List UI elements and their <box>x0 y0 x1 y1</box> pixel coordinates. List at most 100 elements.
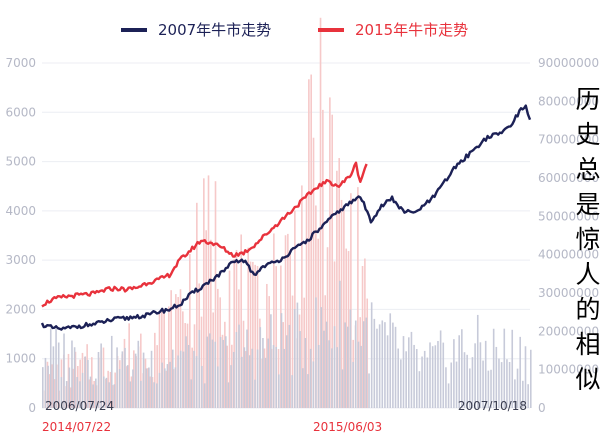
volume-bar-2007 <box>455 361 458 408</box>
volume-bar-2007 <box>166 364 169 408</box>
volume-bar-2007 <box>193 350 195 408</box>
y-right-tick-label: 60000000 <box>538 171 599 185</box>
volume-bar-2007 <box>508 362 511 408</box>
volume-bar-2007 <box>60 377 63 408</box>
volume-bar-2007 <box>259 327 262 408</box>
legend: 2007年牛市走势 2015年牛市走势 <box>121 21 468 39</box>
volume-bar-2007 <box>76 377 79 408</box>
volume-bar-2007 <box>439 330 442 408</box>
volume-bar-2007 <box>47 365 49 408</box>
volume-bar-2007 <box>92 384 94 408</box>
volume-bar-2007 <box>132 369 134 408</box>
volume-bar-2015 <box>140 333 142 408</box>
volume-bar-2015 <box>177 297 179 408</box>
volume-bar-2007 <box>256 349 259 408</box>
volume-bar-2015 <box>179 289 182 408</box>
volume-bar-2007 <box>52 346 55 408</box>
volume-bar-2007 <box>201 365 203 408</box>
volume-bar-2007 <box>270 314 272 408</box>
volume-bar-2007 <box>121 351 124 408</box>
volume-bar-2015 <box>200 316 203 408</box>
volume-bar-2015 <box>165 370 168 408</box>
volume-bar-2007 <box>381 320 384 408</box>
volume-bar-2015 <box>317 238 320 408</box>
volume-bar-2007 <box>482 360 484 408</box>
volume-bar-2007 <box>495 346 498 408</box>
x-label-2015-end: 2015/06/03 <box>313 420 382 434</box>
volume-bar-2007 <box>410 331 413 408</box>
volume-bar-2007 <box>447 383 450 408</box>
y-left-tick-label: 4000 <box>5 204 36 218</box>
volume-bar-2007 <box>118 369 121 408</box>
volume-bar-2007 <box>203 383 206 408</box>
volume-bar-2007 <box>79 381 81 408</box>
volume-bar-2015 <box>343 208 345 408</box>
volume-bar-2007 <box>360 345 362 408</box>
volume-bar-2015 <box>357 187 359 408</box>
volume-bar-2015 <box>151 377 154 408</box>
volume-bar-2015 <box>249 261 252 408</box>
volume-bar-2007 <box>315 297 317 408</box>
volume-bar-2007 <box>349 309 352 408</box>
volume-bar-2007 <box>357 341 360 408</box>
volume-bar-2007 <box>519 336 521 408</box>
volume-bar-2007 <box>286 335 288 408</box>
legend-label-2007: 2007年牛市走势 <box>158 21 271 39</box>
x-label-2007-end: 2007/10/18 <box>458 399 527 413</box>
volume-bar-2007 <box>384 322 386 408</box>
volume-bar-2007 <box>368 373 370 408</box>
volume-bar-2015 <box>350 193 352 408</box>
volume-bar-2007 <box>262 338 264 408</box>
volume-bar-2015 <box>163 310 165 408</box>
volume-bar-2007 <box>126 365 129 408</box>
volume-bar-2007 <box>71 340 73 408</box>
volume-bar-2015 <box>191 347 193 408</box>
volume-bar-2007 <box>230 365 232 408</box>
volume-bar-2007 <box>185 336 187 408</box>
volume-bar-2007 <box>514 379 516 408</box>
volume-bar-2015 <box>254 264 256 408</box>
volume-bar-2015 <box>156 345 158 408</box>
volume-bar-2015 <box>128 323 130 408</box>
volume-bar-2007 <box>105 377 108 408</box>
volume-bar-2007 <box>63 333 65 408</box>
volume-bar-2015 <box>284 235 287 408</box>
volume-bar-2015 <box>336 170 338 408</box>
volume-bar-2007 <box>110 335 113 408</box>
volume-bar-2007 <box>331 348 333 408</box>
volume-bar-2007 <box>116 347 118 408</box>
volume-bar-2007 <box>195 356 198 408</box>
volume-bar-2007 <box>522 380 524 408</box>
volume-bar-2015 <box>263 348 266 408</box>
volume-bar-2007 <box>217 366 219 408</box>
volume-bar-2007 <box>49 328 52 408</box>
volume-bar-2007 <box>124 347 126 408</box>
volume-bar-2015 <box>312 137 315 409</box>
volume-bar-2007 <box>423 350 426 408</box>
volume-bar-2007 <box>267 338 270 408</box>
volume-bar-2007 <box>344 322 346 408</box>
volume-bar-2015 <box>93 381 95 408</box>
volume-bar-2007 <box>211 339 214 408</box>
volume-bar-2015 <box>303 297 305 408</box>
volume-bar-2015 <box>186 323 189 408</box>
volume-bar-2007 <box>299 331 301 408</box>
volume-bar-2007 <box>243 347 246 408</box>
volume-bar-2015 <box>170 290 172 408</box>
volume-bar-2015 <box>247 247 249 408</box>
volume-bar-2007 <box>400 359 402 408</box>
volume-bar-2007 <box>254 379 256 408</box>
volume-bar-2007 <box>354 320 357 408</box>
volume-bar-2007 <box>466 354 468 408</box>
volume-bar-2007 <box>474 343 476 408</box>
volume-bar-2007 <box>235 332 238 408</box>
volume-bar-2007 <box>431 346 434 408</box>
volume-bar-2007 <box>65 381 68 408</box>
volume-bar-2007 <box>140 380 142 408</box>
volume-bar-2007 <box>429 342 431 408</box>
volume-bar-2007 <box>516 368 519 408</box>
volume-bar-2007 <box>291 375 293 408</box>
volume-bar-2015 <box>70 387 72 408</box>
volume-bar-2015 <box>273 233 275 408</box>
